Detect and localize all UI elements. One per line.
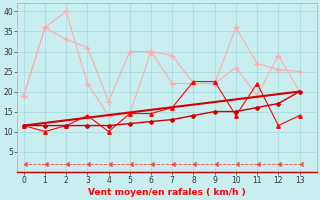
X-axis label: Vent moyen/en rafales ( km/h ): Vent moyen/en rafales ( km/h )	[88, 188, 246, 197]
